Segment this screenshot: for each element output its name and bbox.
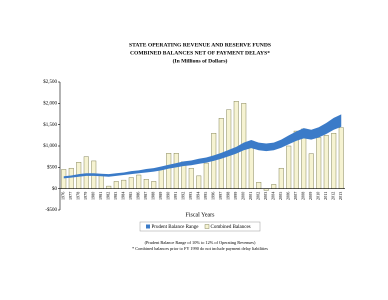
y-tick-label: $2,000 [43,101,57,106]
bar [338,127,344,189]
x-tick-label: 2008 [301,192,306,200]
chart-subtitle: COMBINED BALANCES NET OF PAYMENT DELAYS* [130,50,270,56]
bar [308,153,314,189]
legend-label: Prudent Balance Range [152,225,200,230]
x-tick-label: 2001 [248,192,253,200]
bar [136,174,142,189]
bar [143,179,149,189]
x-tick-label: 1996 [211,192,216,200]
x-tick-label: 1986 [136,192,141,200]
y-tick-label: $500 [47,165,58,170]
units-note: (In Millions of Dollars) [173,57,228,64]
x-tick-label: 1978 [76,192,81,200]
bar [316,137,322,189]
bar [271,184,277,189]
chart-title: STATE OPERATING REVENUE AND RESERVE FUND… [129,42,271,48]
x-tick-label: 1994 [196,191,201,200]
bar [188,167,194,189]
x-tick-label: 1983 [113,192,118,200]
x-tick-label: 1998 [226,192,231,200]
x-tick-label: 1992 [181,192,186,200]
bar [226,109,232,189]
bar [121,179,127,189]
x-tick-label: 1981 [98,192,103,200]
bar [158,168,164,189]
x-tick-label: 1990 [166,192,171,200]
bar [128,177,134,189]
bar [286,145,292,189]
y-tick-label: $2,500 [43,80,57,85]
x-tick-label: 1982 [106,192,111,200]
range-band [63,114,342,179]
bar [166,153,172,189]
bar [278,167,284,189]
legend-swatch [146,224,150,229]
bar [61,169,67,189]
x-tick-label: 2004 [271,191,276,200]
x-tick-label: 1976 [61,192,66,200]
x-tick-label: 1985 [128,192,133,200]
x-tick-label: 1987 [143,192,148,200]
x-tick-label: 2005 [278,192,283,200]
x-tick-label: 2003 [263,192,268,200]
x-tick-label: 1997 [218,192,223,200]
x-axis-label: Fiscal Years [185,212,215,218]
footnote: * Combined balances prior to FY 1990 do … [132,246,268,251]
x-tick-label: 2011 [323,192,328,200]
bar [203,162,209,189]
x-tick-label: 2007 [293,192,298,200]
x-tick-label: 1993 [188,192,193,200]
x-tick-label: 2012 [331,192,336,200]
bar [113,181,119,189]
bar [323,135,329,189]
x-tick-label: 1999 [233,192,238,200]
x-tick-label: 1995 [203,192,208,200]
bar [331,132,337,189]
bar [68,167,74,189]
y-tick-label: $1,500 [43,123,57,128]
legend-label: Combined Balances [211,225,251,230]
x-tick-label: 2002 [256,192,261,200]
bar [196,175,202,189]
legend-box [139,221,261,232]
x-tick-label: 1977 [68,192,73,200]
x-tick-label: 1979 [83,192,88,200]
y-tick-label: $0 [52,187,58,192]
x-tick-label: 2013 [338,192,343,200]
bar [248,145,254,189]
x-tick-label: 1989 [158,192,163,200]
x-tick-label: 2010 [316,192,321,200]
x-tick-label: 1980 [91,192,96,200]
bar [173,153,179,189]
x-tick-label: 2000 [241,192,246,200]
x-tick-label: 1984 [121,191,126,200]
bar [106,185,112,189]
y-tick-label: -$500 [45,208,57,213]
bar [98,174,104,189]
x-tick-label: 1988 [151,192,156,200]
legend-swatch [204,224,210,229]
bar [151,181,157,189]
x-tick-label: 2006 [286,192,291,200]
bar [233,100,239,189]
footnote: (Prudent Balance Range of 10% to 12% of … [145,240,256,245]
y-tick-label: $1,000 [43,144,57,149]
bar [83,156,89,189]
bar [256,182,262,189]
x-tick-label: 2009 [308,192,313,200]
x-tick-label: 1991 [173,192,178,200]
